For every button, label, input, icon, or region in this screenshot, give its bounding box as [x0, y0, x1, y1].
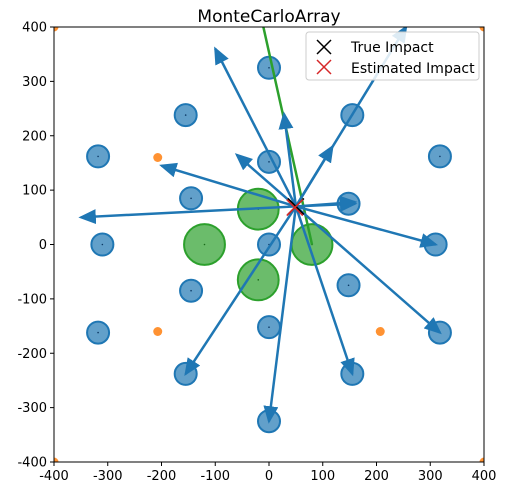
estimated-impact-marker: [286, 198, 304, 217]
sensor-center: [190, 289, 192, 292]
sensor-center: [439, 155, 441, 158]
orange-point: [54, 457, 59, 462]
y-tick-label: 0: [39, 238, 47, 253]
arrow-vector: [295, 205, 439, 248]
x-tick-label: -400: [39, 469, 69, 484]
x-tick-label: 300: [418, 469, 443, 484]
arrow-vector: [234, 153, 297, 208]
arrow-vector: [295, 195, 358, 211]
arrow-vector: [278, 111, 298, 207]
legend-estimated-impact-marker: [316, 59, 332, 75]
chart-title: MonteCarloArray: [197, 7, 340, 27]
x-tick-label: 200: [364, 469, 389, 484]
orange-point: [153, 327, 163, 336]
arrow-vector: [159, 162, 297, 208]
legend-estimated-impact-label: Estimated Impact: [351, 61, 475, 77]
y-tick-label: -300: [17, 401, 47, 416]
sensor-center: [268, 66, 270, 69]
orange-point: [479, 27, 484, 32]
sensor-center: [268, 161, 270, 163]
sensor-center: [184, 114, 187, 116]
cluster-center: [257, 279, 260, 281]
sensor-center: [101, 243, 104, 246]
orange-point: [479, 457, 484, 462]
x-tick-label: -300: [93, 469, 123, 484]
x-tick-label: -100: [200, 469, 230, 484]
y-tick-label: 400: [22, 21, 47, 36]
arrow-vector: [295, 205, 442, 335]
x-tick-label: 400: [472, 469, 497, 484]
legend-true-impact-marker: [316, 39, 332, 55]
arrow-vector: [184, 205, 297, 377]
sensor-center: [268, 326, 270, 328]
y-tick-label: -100: [17, 292, 47, 307]
y-tick-label: 200: [22, 129, 47, 144]
x-tick-label: -200: [147, 469, 177, 484]
arrow-vector: [263, 206, 298, 424]
y-tick-label: -400: [17, 456, 47, 471]
arrow-vector: [294, 206, 355, 377]
cluster-center: [203, 243, 206, 246]
sensor-center: [190, 197, 192, 200]
legend-true-impact-label: True Impact: [350, 40, 434, 56]
legend: True Impact Estimated Impact: [305, 31, 480, 81]
orange-point: [375, 327, 385, 336]
orange-point: [54, 27, 59, 32]
x-tick-label: 0: [265, 469, 273, 484]
legend-box: [305, 31, 480, 81]
arrow-vector: [78, 205, 296, 225]
sensor-center: [97, 155, 99, 158]
sensor-center: [97, 331, 99, 334]
y-tick-label: 300: [22, 75, 47, 90]
arrow-vector: [214, 46, 297, 208]
y-tick-label: 100: [22, 184, 47, 199]
x-tick-label: 100: [310, 469, 335, 484]
orange-point: [153, 153, 163, 162]
sensor-center: [347, 284, 350, 287]
y-tick-label: -200: [17, 347, 47, 362]
